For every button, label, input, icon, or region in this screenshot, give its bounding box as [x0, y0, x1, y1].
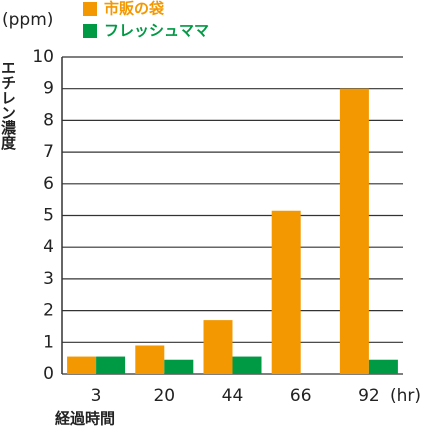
y-tick-label: 8 [43, 110, 54, 130]
y-tick-label: 0 [43, 364, 54, 384]
legend-swatch [83, 24, 97, 38]
bar [368, 359, 398, 374]
bar [135, 345, 165, 374]
y-tick-label: 3 [43, 269, 54, 289]
y-unit: (ppm) [2, 10, 53, 30]
y-tick-label: 1 [43, 332, 54, 352]
bar [67, 356, 97, 374]
x-tick-label: 3 [91, 386, 102, 406]
y-tick-label: 7 [43, 142, 54, 162]
bar [232, 356, 262, 374]
y-axis-label: エチレン濃度 [0, 60, 17, 151]
x-tick-label: 92 [358, 386, 380, 406]
x-tick-label: 66 [290, 386, 312, 406]
legend-label: 市販の袋 [104, 0, 165, 18]
y-tick-label: 4 [43, 237, 54, 257]
y-tick-label: 6 [43, 174, 54, 194]
legend-label: フレッシュママ [104, 22, 209, 40]
x-tick-label: 20 [153, 386, 175, 406]
bar [339, 88, 369, 374]
x-axis-label: 経過時間 [55, 410, 115, 428]
x-tick-label: 44 [222, 386, 244, 406]
y-tick-label: 5 [43, 206, 54, 226]
y-tick-label: 10 [32, 47, 54, 67]
bar [271, 210, 301, 374]
bar [96, 356, 126, 374]
y-tick-label: 9 [43, 79, 54, 99]
legend-swatch [83, 2, 97, 16]
x-unit: (hr) [390, 386, 421, 406]
y-tick-label: 2 [43, 301, 54, 321]
bar [203, 320, 233, 374]
bar [164, 359, 194, 374]
